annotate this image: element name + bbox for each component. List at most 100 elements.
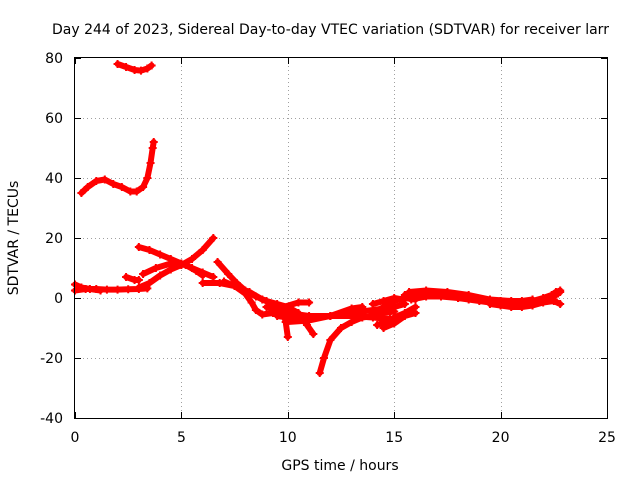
data-point (209, 273, 218, 281)
data-point (198, 279, 207, 287)
data-point (517, 300, 526, 308)
data-point (124, 285, 133, 294)
data-point (368, 309, 377, 317)
y-tick-label: 0 (54, 291, 63, 307)
data-point (373, 321, 382, 329)
data-point (166, 259, 175, 268)
data-point (556, 300, 565, 308)
data-point (156, 250, 165, 259)
y-tick-label: -20 (40, 351, 63, 367)
data-point (411, 309, 420, 317)
data-point (273, 300, 282, 308)
data-point (528, 297, 537, 305)
data-point (143, 64, 152, 73)
x-tick-label: 25 (598, 430, 616, 446)
series-arc-19 (369, 295, 406, 307)
data-point (407, 295, 416, 304)
x-tick-label: 5 (177, 430, 186, 446)
y-tick-label: 60 (45, 111, 63, 127)
series-arc-2 (72, 281, 104, 294)
data-point (400, 312, 409, 320)
data-point (315, 369, 324, 377)
data-point (198, 246, 207, 254)
data-point (145, 279, 154, 287)
data-point (319, 354, 328, 362)
data-point (251, 292, 260, 301)
data-point (145, 246, 154, 254)
data-point (283, 318, 292, 326)
data-point (443, 288, 452, 296)
data-point (113, 285, 122, 294)
data-point (100, 175, 109, 184)
data-point (96, 286, 105, 295)
data-point (390, 294, 399, 302)
data-point (83, 183, 92, 191)
series-arc-11 (221, 278, 313, 318)
y-tick-label: -40 (40, 411, 63, 427)
data-point (390, 319, 399, 328)
ticks (75, 58, 608, 419)
data-point (379, 297, 388, 305)
data-point (337, 324, 345, 332)
data-point (213, 258, 222, 266)
data-point (496, 301, 505, 310)
data-point (283, 333, 292, 341)
data-point (149, 138, 158, 146)
tick-labels: 0 5 10 15 20 25 -40 -20 0 20 40 60 80 (40, 51, 616, 446)
data-point (326, 336, 335, 344)
data-point (551, 288, 560, 296)
data-point (305, 316, 314, 325)
data-point (143, 174, 152, 182)
data-point (92, 177, 101, 185)
data-point (358, 303, 367, 311)
data-point (151, 264, 160, 272)
y-tick-label: 80 (45, 51, 63, 67)
series-arc-6 (135, 235, 217, 291)
data-point (405, 288, 414, 296)
data-point (147, 61, 156, 70)
data-point (132, 187, 141, 196)
series-arc-18 (380, 310, 419, 331)
data-point (198, 271, 207, 280)
data-point (139, 183, 148, 191)
x-tick-label: 10 (279, 430, 297, 446)
data-point (109, 180, 118, 188)
data-point (241, 289, 250, 298)
data-point (556, 286, 565, 295)
y-axis-label: SDTVAR / TECUs (6, 181, 22, 296)
data-point (224, 270, 233, 278)
x-tick-label: 20 (492, 430, 510, 446)
data-point (294, 298, 303, 307)
data-point (134, 243, 143, 251)
x-tick-label: 15 (385, 430, 403, 446)
data-point (347, 318, 356, 326)
data-point (326, 312, 335, 320)
data-point (156, 271, 165, 280)
data-point (305, 298, 314, 307)
series-group (71, 60, 565, 377)
data-point (464, 291, 473, 299)
y-tick-label: 20 (45, 231, 63, 247)
data-point (219, 277, 228, 286)
data-point (230, 282, 239, 290)
data-point (507, 303, 516, 311)
data-point (148, 144, 157, 152)
data-point (422, 286, 431, 295)
data-point (262, 303, 271, 311)
data-point (122, 273, 131, 281)
data-point (117, 183, 126, 191)
y-tick-label: 40 (45, 171, 63, 187)
chart-title: Day 244 of 2023, Sidereal Day-to-day VTE… (52, 22, 609, 38)
data-point (209, 234, 218, 242)
data-point (547, 291, 556, 299)
data-point (379, 324, 388, 332)
data-point (136, 66, 145, 75)
data-point (146, 159, 155, 167)
data-point (181, 261, 190, 269)
data-point (77, 189, 86, 197)
data-point (258, 310, 267, 319)
x-tick-label: 0 (71, 430, 80, 446)
data-point (77, 283, 86, 292)
